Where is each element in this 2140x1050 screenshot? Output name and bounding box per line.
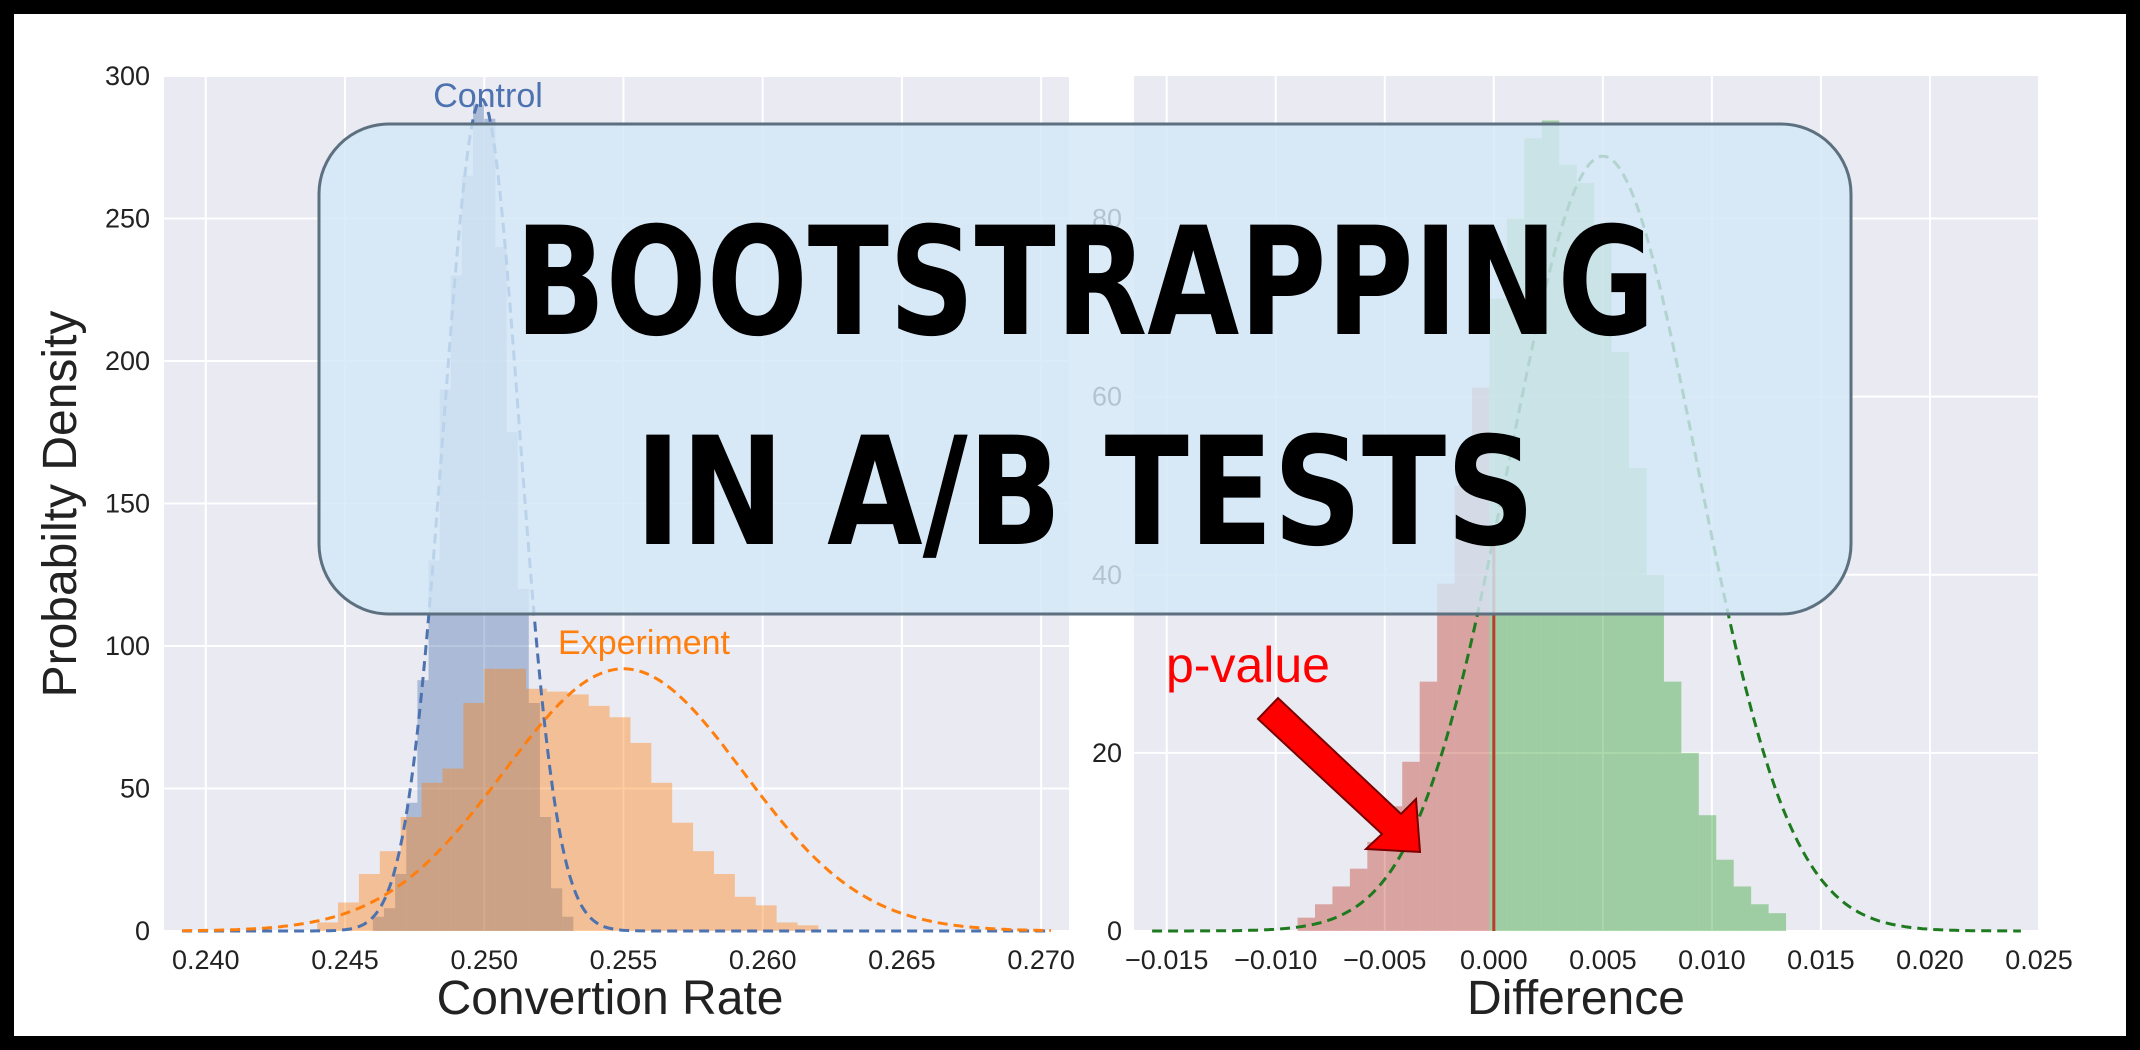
histogram-bar bbox=[528, 703, 540, 931]
histogram-bar bbox=[358, 874, 380, 931]
histogram-bar bbox=[588, 705, 610, 931]
right-xlabel: Difference bbox=[1467, 972, 1685, 1025]
histogram-bar bbox=[693, 851, 714, 931]
x-tick-label: 0.260 bbox=[729, 945, 797, 975]
y-tick-label: 200 bbox=[105, 346, 150, 376]
histogram-bar bbox=[400, 817, 422, 931]
x-tick-label: 0.265 bbox=[868, 945, 936, 975]
x-tick-label: 0.270 bbox=[1007, 945, 1075, 975]
y-tick-label: 250 bbox=[105, 204, 150, 234]
histogram-bar bbox=[551, 888, 563, 931]
pvalue-arrow-shape bbox=[1256, 696, 1422, 854]
histogram-bar bbox=[651, 782, 673, 931]
histogram-bar bbox=[734, 896, 756, 931]
x-tick-label: 0.015 bbox=[1787, 945, 1855, 975]
histogram-bar bbox=[338, 902, 359, 931]
histogram-bar bbox=[1419, 681, 1438, 931]
histogram-bar bbox=[372, 916, 384, 931]
histogram-bar bbox=[713, 874, 735, 931]
left-fit-curves bbox=[182, 97, 1051, 933]
title-line-2: IN A/B TESTS bbox=[635, 406, 1535, 580]
chart-canvas: 0.240 0.245 0.250 0.255 0.260 0.265 0.270 0 50 10… bbox=[34, 61, 2073, 1025]
y-tick-label: 0 bbox=[1107, 916, 1122, 946]
histogram-bar bbox=[1698, 815, 1717, 931]
fit-curve bbox=[1152, 154, 2021, 933]
x-tick-label: 0.240 bbox=[172, 945, 240, 975]
y-tick-label: 300 bbox=[105, 61, 150, 91]
x-tick-label: 0.025 bbox=[2005, 945, 2073, 975]
title-line-1: BOOTSTRAPPING bbox=[515, 196, 1655, 370]
x-tick-label: 0.245 bbox=[311, 945, 379, 975]
histogram-bar bbox=[442, 768, 464, 931]
fit-curve bbox=[182, 97, 1051, 933]
pvalue-arrow bbox=[1256, 696, 1422, 854]
y-tick-label: 50 bbox=[120, 774, 150, 804]
x-tick-label: 0.010 bbox=[1678, 945, 1746, 975]
histogram-bar bbox=[421, 782, 443, 931]
histogram-bar bbox=[428, 560, 440, 931]
histogram-bar bbox=[317, 922, 339, 931]
histogram-bar bbox=[439, 389, 451, 931]
histogram-bar bbox=[1315, 904, 1333, 931]
histogram-bar bbox=[1367, 841, 1385, 931]
histogram-bar bbox=[1437, 583, 1455, 931]
histogram-bar bbox=[526, 688, 547, 931]
x-tick-label: 0.005 bbox=[1569, 945, 1637, 975]
histogram-bar bbox=[484, 668, 506, 931]
histogram-bar bbox=[1751, 904, 1769, 931]
histogram-bar bbox=[546, 691, 568, 931]
y-tick-label: 0 bbox=[135, 916, 150, 946]
histogram-bar bbox=[406, 802, 418, 931]
histogram-bar bbox=[1733, 886, 1752, 931]
left-tick-labels: 0.240 0.245 0.250 0.255 0.260 0.265 0.270 0 50 10… bbox=[105, 61, 1075, 975]
histogram-bar bbox=[630, 742, 652, 931]
histogram-bar bbox=[1332, 886, 1350, 931]
pvalue-label: p-value bbox=[1166, 637, 1330, 693]
histogram-bar bbox=[506, 432, 518, 931]
y-tick-label: 100 bbox=[105, 631, 150, 661]
y-tick-label: 20 bbox=[1092, 738, 1122, 768]
histogram-bar bbox=[1768, 913, 1787, 931]
histogram-bar bbox=[1646, 574, 1664, 931]
fit-curve bbox=[182, 667, 1051, 933]
histogram-bar bbox=[1716, 859, 1734, 931]
histogram-bar bbox=[517, 589, 529, 931]
x-tick-label: 0.020 bbox=[1896, 945, 1964, 975]
left-xlabel: Convertion Rate bbox=[437, 972, 784, 1025]
x-tick-label: 0.000 bbox=[1460, 945, 1528, 975]
histogram-bar bbox=[505, 668, 526, 931]
histogram-bar bbox=[609, 717, 631, 931]
y-tick-label: 150 bbox=[105, 489, 150, 519]
histogram-bar bbox=[383, 908, 396, 931]
title-banner: BOOTSTRAPPING IN A/B TESTS bbox=[317, 122, 1853, 616]
thumbnail-frame: 0.240 0.245 0.250 0.255 0.260 0.265 0.270 0 50 10… bbox=[14, 14, 2126, 1036]
control-label: Control bbox=[433, 77, 543, 115]
x-tick-label: 0.250 bbox=[450, 945, 518, 975]
histogram-bar bbox=[797, 925, 819, 931]
histogram-bar bbox=[1349, 868, 1368, 931]
histogram-bar bbox=[539, 817, 552, 931]
histogram-bar bbox=[672, 822, 694, 931]
x-tick-label: −0.010 bbox=[1234, 945, 1317, 975]
histogram-bar bbox=[562, 916, 574, 931]
left-ylabel: Probabilty Density bbox=[34, 311, 87, 698]
histogram-bar bbox=[755, 905, 777, 931]
histogram-bar bbox=[395, 874, 407, 931]
histogram-bar bbox=[417, 680, 429, 931]
histogram-bar bbox=[1681, 752, 1699, 931]
x-tick-label: −0.015 bbox=[1125, 945, 1208, 975]
histogram-bar bbox=[776, 922, 798, 931]
experiment-label: Experiment bbox=[558, 624, 731, 662]
histogram-bar bbox=[567, 694, 589, 931]
x-tick-label: −0.005 bbox=[1343, 945, 1426, 975]
histogram-bar bbox=[463, 703, 485, 931]
histogram-bar bbox=[1663, 681, 1682, 931]
banner-box bbox=[317, 122, 1853, 616]
x-tick-label: 0.255 bbox=[590, 945, 658, 975]
